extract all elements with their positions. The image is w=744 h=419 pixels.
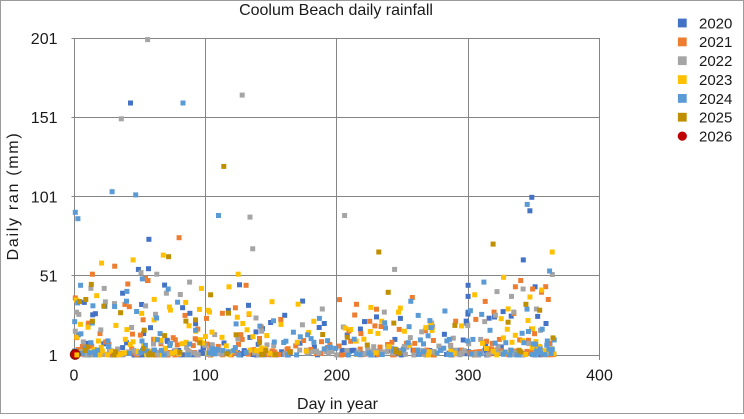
svg-text:1: 1 [49,348,58,365]
svg-text:2021: 2021 [699,34,732,51]
svg-text:2023: 2023 [699,72,732,89]
svg-text:2025: 2025 [699,110,732,127]
svg-text:Daily ran (mm): Daily ran (mm) [5,132,22,261]
svg-text:51: 51 [40,269,58,286]
svg-text:400: 400 [586,368,613,385]
svg-text:200: 200 [323,368,350,385]
svg-text:101: 101 [31,189,58,206]
svg-text:300: 300 [455,368,482,385]
svg-text:100: 100 [192,368,219,385]
svg-text:Coolum Beach daily rainfall: Coolum Beach daily rainfall [239,2,433,19]
svg-text:151: 151 [31,110,58,127]
svg-text:Day in year: Day in year [297,396,379,413]
svg-text:2026: 2026 [699,129,732,146]
svg-text:0: 0 [70,368,79,385]
svg-text:2024: 2024 [699,91,732,108]
svg-text:201: 201 [31,31,58,48]
svg-text:2020: 2020 [699,15,732,32]
svg-text:2022: 2022 [699,53,732,70]
